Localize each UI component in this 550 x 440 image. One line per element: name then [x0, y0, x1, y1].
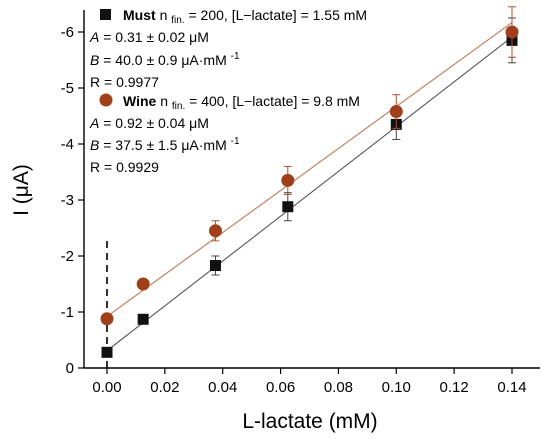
point-wine — [281, 173, 295, 187]
legend-wine-name: Wine — [123, 93, 157, 109]
legend-wine-r: R = 0.9929 — [90, 159, 159, 175]
y-axis-label: I (μA) — [10, 164, 33, 216]
x-tick-label: 0.00 — [92, 379, 121, 396]
x-tick-label: 0.06 — [266, 379, 295, 396]
y-tick-label: -3 — [61, 192, 74, 209]
x-tick-label: 0.12 — [440, 379, 469, 396]
legend-must-a-label: A — [89, 29, 99, 45]
y-tick-label: -2 — [61, 248, 74, 265]
x-tick-label: 0.02 — [150, 379, 179, 396]
legend-must-b-label: B — [90, 52, 99, 68]
point-must — [209, 260, 221, 272]
legend-wine-b: = 37.5 ± 1.5 μA·mM — [103, 137, 227, 153]
legend-must-n-sub: fin. — [171, 15, 184, 26]
legend-must-n: n — [160, 7, 168, 23]
legend-wine-a: = 0.92 ± 0.04 μM — [103, 115, 209, 131]
legend-must-a: = 0.31 ± 0.02 μM — [103, 29, 209, 45]
legend-wine-cond: = 400, [L−lactate] = 9.8 mM — [189, 93, 360, 109]
point-must — [137, 313, 149, 325]
svg-text:B = 40.0 ± 0.9 μA·mM: B = 40.0 ± 0.9 μA·mM -1 — [90, 51, 240, 68]
legend-wine-b-label: B — [90, 137, 99, 153]
svg-text:A = 0.31 ± 0.02 μM: A = 0.31 ± 0.02 μM — [89, 29, 209, 45]
legend-must-b: = 40.0 ± 0.9 μA·mM — [103, 52, 227, 68]
x-tick-label: 0.14 — [497, 379, 526, 396]
point-wine — [505, 25, 519, 39]
point-wine — [208, 224, 222, 238]
x-tick-label: 0.10 — [382, 379, 411, 396]
svg-text:Must n fin.: Must n fin. = 200, [L−lactate] = 1.55 mM — [123, 7, 367, 26]
point-wine — [389, 105, 403, 119]
legend-wine-b-sup: -1 — [231, 136, 240, 147]
legend-must-name: Must — [123, 7, 156, 23]
x-tick-label: 0.04 — [208, 379, 237, 396]
data-points — [100, 6, 519, 358]
legend-wine-n: n — [160, 93, 168, 109]
point-must — [101, 346, 113, 358]
x-ticks: 0.00 0.02 0.04 0.06 0.08 0.10 0.12 0.14 — [92, 368, 527, 396]
legend-wine-a-label: A — [89, 115, 99, 131]
point-wine — [136, 277, 150, 291]
legend-must-r: R = 0.9977 — [90, 74, 159, 90]
y-tick-label: 0 — [66, 360, 74, 377]
y-tick-label: -6 — [61, 24, 74, 41]
point-wine — [100, 312, 114, 326]
svg-text:B = 37.5 ± 1.5 μA·mM: B = 37.5 ± 1.5 μA·mM -1 — [90, 136, 240, 153]
fit-lines — [106, 22, 513, 352]
x-tick-label: 0.08 — [324, 379, 353, 396]
legend-must-b-sup: -1 — [231, 51, 240, 62]
y-tick-label: -1 — [61, 304, 74, 321]
svg-text:A = 0.92 ± 0.04 μM: A = 0.92 ± 0.04 μM — [89, 115, 209, 131]
legend-wine: Wine n fin. = 400, [L−lactate] = 9.8 mM … — [89, 93, 360, 175]
x-axis-label: L-lactate (mM) — [242, 410, 377, 433]
y-ticks: 0 -1 -2 -3 -4 -5 -6 — [61, 24, 84, 377]
svg-text:Wine n fin.: Wine n fin. = 400, [L−lactate] = 9.8 mM — [123, 93, 360, 112]
legend-wine-n-sub: fin. — [172, 101, 185, 112]
legend-wine-marker — [99, 93, 113, 107]
y-tick-label: -5 — [61, 80, 74, 97]
fit-line-wine — [106, 22, 513, 317]
legend-must-marker — [100, 9, 111, 20]
legend-must-cond: = 200, [L−lactate] = 1.55 mM — [188, 7, 367, 23]
point-must — [282, 201, 294, 213]
y-tick-label: -4 — [61, 136, 74, 153]
fit-line-must — [106, 36, 513, 352]
legend-must: Must n fin. = 200, [L−lactate] = 1.55 mM… — [89, 7, 367, 90]
